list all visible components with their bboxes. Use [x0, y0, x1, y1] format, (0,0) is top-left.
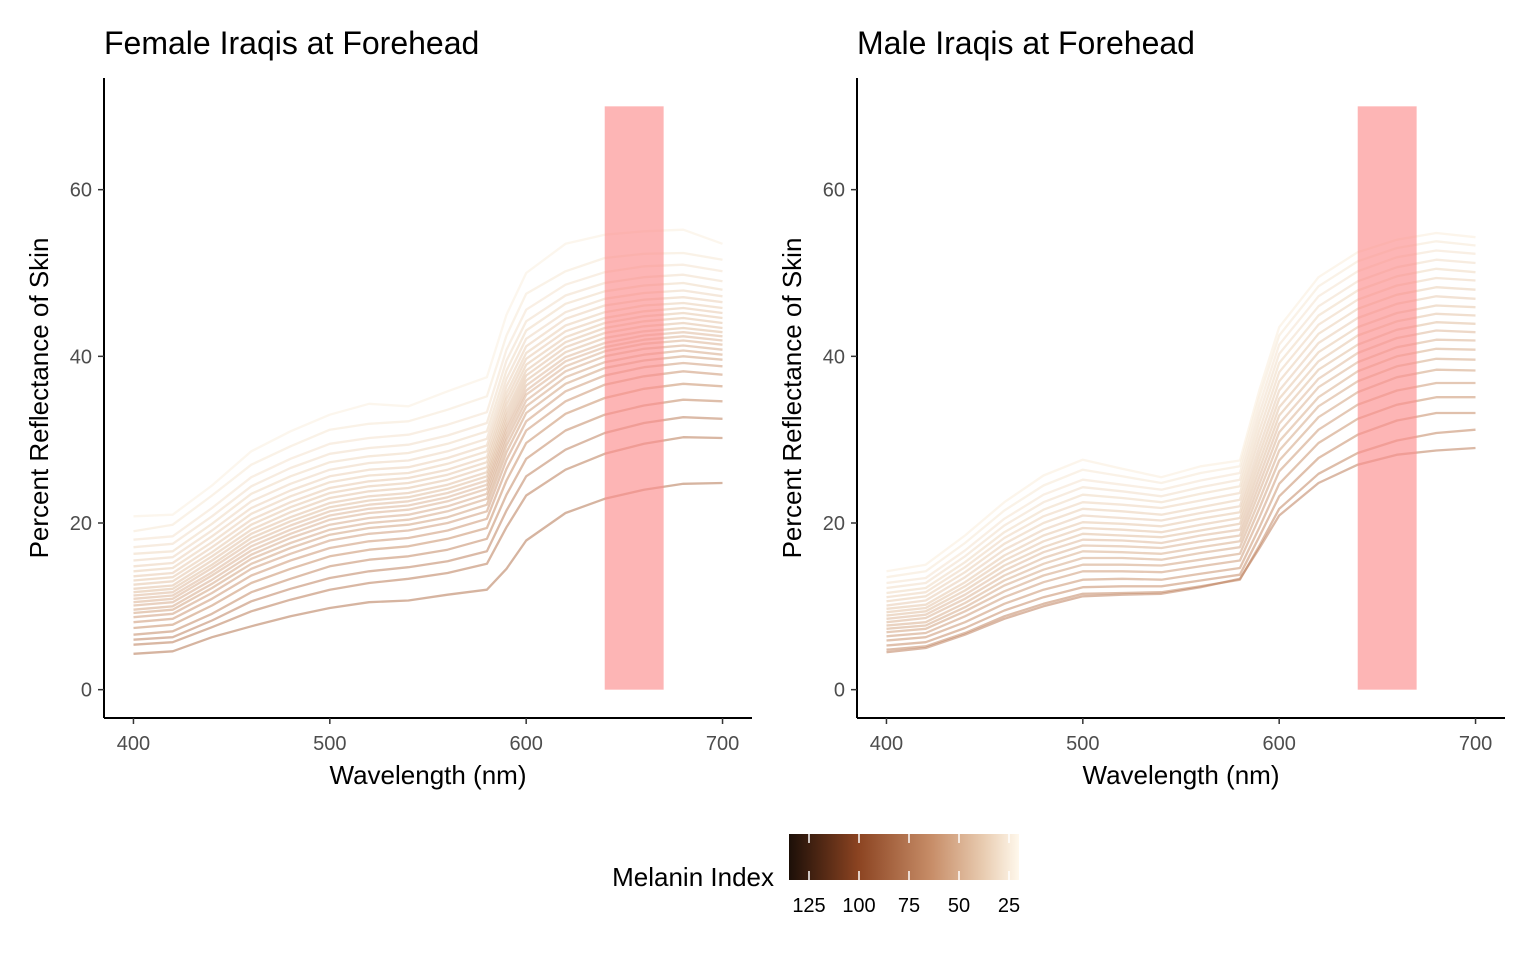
- male-highlight-band: [1357, 106, 1417, 690]
- female-x-tick-label: 400: [117, 733, 150, 755]
- male-y-axis-label: Percent Reflectance of Skin: [777, 238, 807, 559]
- female-band-rect: [604, 106, 664, 690]
- male-band-rect: [1357, 106, 1417, 690]
- male-x-tick-label: 400: [870, 733, 903, 755]
- legend-tick-label: 125: [792, 895, 825, 917]
- male-y-tick-label: 0: [834, 680, 845, 702]
- female-x-axis-label: Wavelength (nm): [330, 760, 527, 790]
- male-panel: Male Iraqis at Forehead Wavelength (nm) …: [777, 25, 1505, 790]
- male-panel-title: Male Iraqis at Forehead: [857, 25, 1195, 61]
- female-y-tick-label: 20: [70, 513, 92, 535]
- legend-tick-label: 100: [842, 895, 875, 917]
- legend-tick-label: 75: [898, 895, 920, 917]
- legend-title: Melanin Index: [612, 862, 774, 892]
- melanin-legend: Melanin Index 125 100 75 50 25: [612, 834, 1020, 917]
- female-x-tick-label: 600: [509, 733, 542, 755]
- female-y-tick-label: 0: [81, 680, 92, 702]
- legend-ticks: 125 100 75 50 25: [792, 834, 1020, 917]
- female-highlight-band: [604, 106, 664, 690]
- male-x-tick-label: 700: [1459, 733, 1492, 755]
- male-y-tick-label: 40: [823, 346, 845, 368]
- male-x-axis-label: Wavelength (nm): [1083, 760, 1280, 790]
- legend-tick-label: 50: [948, 895, 970, 917]
- male-x-tick-label: 600: [1262, 733, 1295, 755]
- male-axes: 400 500 600 700 0 20 40 60: [823, 78, 1505, 755]
- female-panel: Female Iraqis at Forehead Wavelength (nm…: [24, 25, 752, 790]
- female-y-tick-label: 60: [70, 180, 92, 202]
- female-y-axis-label: Percent Reflectance of Skin: [24, 238, 54, 559]
- female-y-tick-label: 40: [70, 346, 92, 368]
- female-x-tick-label: 700: [706, 733, 739, 755]
- legend-tick-label: 25: [998, 895, 1020, 917]
- female-axes: 400 500 600 700 0 20 40 60: [70, 78, 752, 755]
- legend-colorbar: [789, 834, 1019, 880]
- male-x-tick-label: 500: [1066, 733, 1099, 755]
- male-y-tick-label: 20: [823, 513, 845, 535]
- female-panel-title: Female Iraqis at Forehead: [104, 25, 479, 61]
- male-y-tick-label: 60: [823, 180, 845, 202]
- female-x-tick-label: 500: [313, 733, 346, 755]
